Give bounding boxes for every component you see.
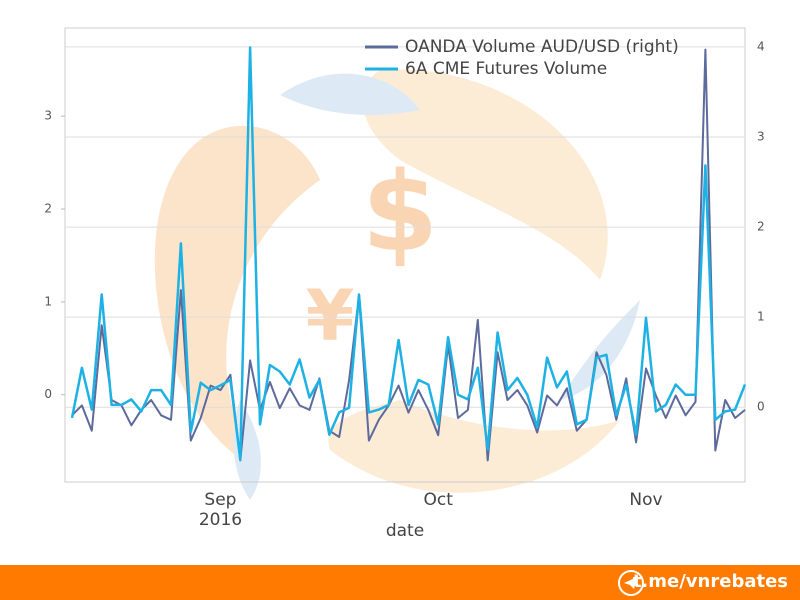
footer: t.me/vnrebates xyxy=(0,565,800,600)
y2-tick-label: 1 xyxy=(757,310,765,324)
y2-tick-label: 0 xyxy=(757,400,765,414)
svg-text:¥: ¥ xyxy=(306,275,355,357)
footer-text: t.me/vnrebates xyxy=(632,571,788,592)
x-tick-label: Oct xyxy=(423,490,453,510)
x-tick-label: Nov xyxy=(629,490,662,510)
y-tick-label: 0 xyxy=(44,387,52,401)
x-axis-label: date xyxy=(386,521,424,541)
y-tick-label: 2 xyxy=(44,202,52,216)
plot-frame xyxy=(64,27,746,483)
x-tick-label: Sep xyxy=(204,490,236,510)
legend-label: 6A CME Futures Volume xyxy=(405,59,607,79)
y2-tick-label: 3 xyxy=(757,129,765,143)
legend-label: OANDA Volume AUD/USD (right) xyxy=(405,37,679,57)
y2-tick-label: 2 xyxy=(757,220,765,234)
y2-tick-label: 4 xyxy=(757,39,765,53)
y-tick-label: 3 xyxy=(44,109,52,123)
x-tick-year: 2016 xyxy=(199,510,242,530)
svg-text:$: $ xyxy=(362,148,439,276)
watermark: $ ¥ xyxy=(154,69,640,500)
series-line xyxy=(70,46,747,461)
telegram-icon xyxy=(618,570,644,596)
y-tick-label: 1 xyxy=(44,294,52,308)
